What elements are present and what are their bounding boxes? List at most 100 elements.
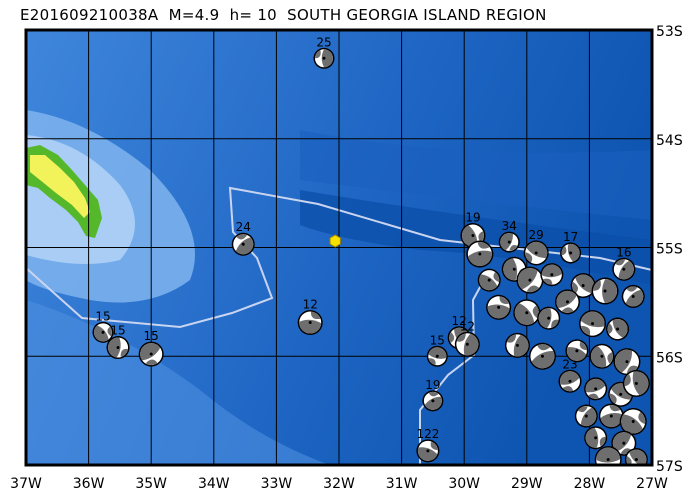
focal-mechanism	[574, 404, 598, 428]
epicenter-marker	[329, 234, 341, 248]
mechanism-compression	[108, 337, 121, 358]
mechanism-axis	[308, 321, 312, 325]
x-tick-label: 28W	[574, 476, 606, 492]
mechanism-axis	[507, 240, 511, 244]
mechanism-compression	[596, 447, 621, 463]
mechanism-axis	[581, 284, 585, 288]
mechanism-compression-2	[615, 259, 626, 266]
y-tick-label: 57S	[656, 459, 683, 475]
mechanism-compression-2	[638, 411, 646, 425]
mechanism-axis	[525, 311, 529, 315]
mechanism-compression	[618, 260, 634, 280]
depth-label: 12	[452, 314, 467, 328]
focal-mechanism	[619, 408, 647, 435]
focal-mechanism	[513, 299, 541, 327]
depth-label: 15	[110, 324, 125, 338]
depth-label: 15	[430, 333, 445, 347]
mechanism-axis	[528, 278, 532, 282]
focal-mechanism	[231, 232, 255, 256]
focal-mechanism	[579, 310, 607, 338]
mechanism-axis	[515, 343, 519, 347]
focal-mechanism	[594, 446, 622, 465]
x-tick-label: 30W	[448, 476, 480, 492]
mechanism-compression-2	[593, 280, 601, 291]
focal-mechanism	[612, 257, 636, 281]
mechanism-compression	[526, 242, 548, 259]
mechanism-axis	[550, 273, 554, 277]
focal-mechanism	[598, 403, 624, 429]
mechanism-compression-2	[526, 285, 540, 292]
x-tick-label: 34W	[198, 476, 230, 492]
island-highlands	[30, 155, 90, 218]
focal-mechanism	[486, 294, 512, 320]
depth-label: 15	[144, 329, 159, 343]
focal-mechanism	[523, 240, 549, 266]
mechanism-compression-2	[509, 244, 518, 251]
depth-label: 16	[616, 245, 631, 259]
mechanism-compression	[541, 264, 562, 278]
mechanism-compression	[428, 347, 447, 359]
mechanism-compression-2	[477, 242, 490, 249]
depth-label: 34	[502, 219, 517, 233]
mechanism-compression-2	[499, 296, 509, 304]
depth-label: 15	[95, 309, 110, 323]
mechanism-compression-2	[609, 393, 617, 404]
mechanism-compression	[514, 303, 535, 325]
mechanism-compression-2	[607, 352, 613, 364]
focal-mechanism	[92, 321, 114, 343]
mechanism-compression-2	[532, 305, 539, 319]
mechanism-compression-2	[579, 341, 587, 351]
mechanism-axis	[569, 251, 573, 255]
mechanism-axis	[426, 449, 430, 453]
mechanism-compression-2	[493, 272, 500, 283]
x-tick-label: 27W	[636, 476, 668, 492]
mechanism-compression	[614, 349, 633, 373]
mechanism-compression	[612, 319, 628, 338]
mechanism-compression	[585, 427, 599, 448]
mechanism-compression	[463, 333, 479, 356]
mechanism-compression	[468, 250, 492, 267]
x-tick-label: 36W	[73, 476, 105, 492]
focal-mechanism	[622, 369, 650, 397]
mechanism-compression	[513, 334, 529, 357]
mechanism-compression	[612, 432, 632, 452]
mechanism-compression	[556, 290, 577, 309]
depth-label: 19	[425, 378, 440, 392]
mechanism-compression	[94, 325, 109, 342]
mechanism-compression-2	[543, 278, 553, 285]
focal-mechanism	[584, 377, 608, 401]
mechanism-axis	[631, 294, 635, 298]
focal-mechanism	[606, 317, 630, 341]
mechanism-axis	[487, 278, 491, 282]
mechanism-compression-2	[449, 332, 455, 343]
focal-mechanism	[426, 345, 448, 367]
mechanism-compression	[235, 237, 254, 255]
mechanism-compression	[621, 414, 643, 434]
depth-label: 122	[416, 427, 439, 441]
mechanism-axis	[619, 392, 623, 396]
mechanism-compression-2	[626, 286, 638, 292]
mechanism-compression-2	[624, 374, 631, 387]
mechanism-axis	[435, 354, 439, 358]
mechanism-axis	[631, 420, 635, 423]
focal-mechanism	[528, 342, 556, 370]
focal-mechanism	[297, 310, 323, 336]
mechanism-compression-2	[626, 365, 638, 374]
mechanism-compression	[417, 447, 438, 461]
mechanism-compression	[479, 274, 498, 291]
focal-mechanism	[540, 263, 564, 287]
mechanism-axis	[634, 458, 638, 462]
depth-label: 25	[316, 35, 331, 49]
x-tick-label: 35W	[135, 476, 167, 492]
grid	[26, 30, 652, 465]
deep-basin	[300, 130, 652, 220]
mechanism-compression-2	[107, 326, 112, 337]
focal-mechanism	[516, 266, 544, 294]
mechanism-axis	[547, 316, 551, 320]
mechanism-compression-2	[456, 333, 466, 342]
mechanism-axis	[497, 305, 501, 309]
mechanism-compression-2	[577, 406, 588, 413]
mechanism-compression-2	[506, 334, 517, 343]
